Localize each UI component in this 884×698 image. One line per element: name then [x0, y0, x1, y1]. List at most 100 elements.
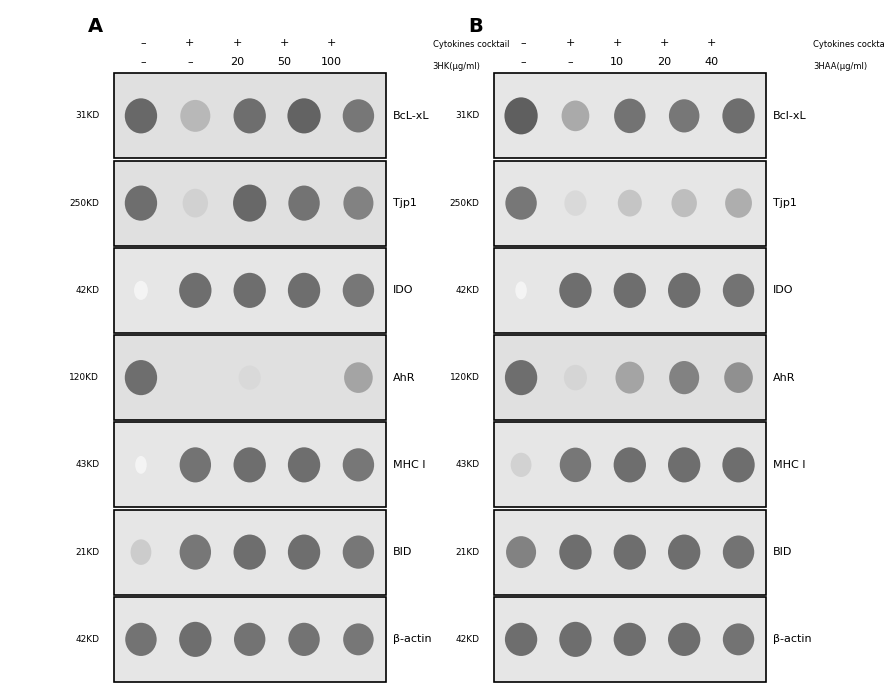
Ellipse shape [343, 274, 374, 307]
Ellipse shape [233, 535, 266, 570]
Ellipse shape [294, 366, 314, 389]
Ellipse shape [179, 273, 211, 308]
Text: Bcl-xL: Bcl-xL [773, 111, 807, 121]
Ellipse shape [179, 447, 211, 482]
Ellipse shape [239, 366, 261, 389]
Ellipse shape [233, 273, 266, 308]
Text: 120KD: 120KD [70, 373, 99, 382]
Ellipse shape [722, 447, 755, 482]
FancyBboxPatch shape [114, 161, 385, 246]
Text: A: A [88, 17, 103, 36]
Text: β-actin: β-actin [392, 634, 431, 644]
Ellipse shape [506, 186, 537, 220]
Ellipse shape [614, 98, 645, 133]
Text: 43KD: 43KD [455, 461, 479, 469]
Text: 40: 40 [705, 57, 719, 67]
Text: AhR: AhR [392, 373, 415, 383]
Ellipse shape [560, 273, 591, 308]
Text: 42KD: 42KD [75, 635, 99, 644]
Ellipse shape [723, 535, 754, 569]
Ellipse shape [672, 189, 697, 217]
Ellipse shape [723, 274, 754, 307]
Ellipse shape [288, 447, 320, 482]
Ellipse shape [179, 535, 211, 570]
Ellipse shape [287, 98, 321, 133]
Ellipse shape [564, 365, 587, 390]
Ellipse shape [125, 98, 157, 133]
Text: 42KD: 42KD [75, 286, 99, 295]
Text: 31KD: 31KD [75, 112, 99, 120]
Ellipse shape [343, 99, 374, 133]
Ellipse shape [288, 273, 320, 308]
Text: MHC I: MHC I [773, 460, 805, 470]
Ellipse shape [505, 360, 537, 395]
Text: Tjp1: Tjp1 [773, 198, 796, 208]
Text: 21KD: 21KD [455, 548, 479, 556]
Text: +: + [565, 38, 575, 48]
FancyBboxPatch shape [114, 597, 385, 682]
Text: 250KD: 250KD [70, 199, 99, 207]
Ellipse shape [343, 186, 373, 220]
Text: –: – [140, 38, 146, 48]
Ellipse shape [505, 623, 537, 656]
Ellipse shape [560, 535, 591, 570]
Text: +: + [706, 38, 716, 48]
Text: –: – [140, 57, 146, 67]
FancyBboxPatch shape [494, 73, 766, 158]
Text: –: – [568, 57, 573, 67]
Ellipse shape [343, 623, 374, 655]
Ellipse shape [669, 361, 699, 394]
Text: 3HAA(μg/ml): 3HAA(μg/ml) [813, 62, 867, 70]
Text: 10: 10 [610, 57, 624, 67]
Ellipse shape [343, 535, 374, 569]
Ellipse shape [506, 536, 536, 568]
Ellipse shape [505, 97, 537, 135]
FancyBboxPatch shape [114, 510, 385, 595]
Ellipse shape [183, 188, 208, 218]
Text: +: + [659, 38, 669, 48]
Text: 100: 100 [321, 57, 342, 67]
Text: –: – [187, 57, 193, 67]
Ellipse shape [613, 273, 646, 308]
Ellipse shape [233, 98, 266, 133]
Text: –: – [520, 57, 526, 67]
Ellipse shape [723, 623, 754, 655]
Text: MHC I: MHC I [392, 460, 425, 470]
Text: 43KD: 43KD [75, 461, 99, 469]
FancyBboxPatch shape [494, 161, 766, 246]
FancyBboxPatch shape [494, 335, 766, 420]
Ellipse shape [125, 186, 157, 221]
FancyBboxPatch shape [494, 597, 766, 682]
Text: 3HK(μg/ml): 3HK(μg/ml) [433, 62, 481, 70]
FancyBboxPatch shape [494, 510, 766, 595]
Ellipse shape [233, 447, 266, 482]
Text: BID: BID [773, 547, 792, 557]
Ellipse shape [179, 622, 211, 657]
Ellipse shape [344, 362, 373, 393]
Text: 42KD: 42KD [455, 635, 479, 644]
Ellipse shape [560, 447, 591, 482]
Text: 42KD: 42KD [455, 286, 479, 295]
Ellipse shape [668, 623, 700, 656]
Text: 50: 50 [277, 57, 291, 67]
Text: IDO: IDO [392, 285, 414, 295]
Ellipse shape [615, 362, 644, 394]
Ellipse shape [288, 535, 320, 570]
Ellipse shape [668, 273, 700, 308]
Ellipse shape [185, 366, 206, 389]
Text: +: + [613, 38, 621, 48]
Text: BID: BID [392, 547, 412, 557]
Ellipse shape [288, 623, 320, 656]
Text: BcL-xL: BcL-xL [392, 111, 430, 121]
Ellipse shape [135, 456, 147, 474]
Ellipse shape [722, 98, 755, 133]
Ellipse shape [613, 535, 646, 570]
Ellipse shape [668, 535, 700, 570]
FancyBboxPatch shape [114, 335, 385, 420]
Ellipse shape [618, 190, 642, 216]
Ellipse shape [725, 188, 752, 218]
Text: Cytokines cocktail: Cytokines cocktail [813, 40, 884, 49]
Text: 20: 20 [230, 57, 244, 67]
Text: 120KD: 120KD [450, 373, 479, 382]
Ellipse shape [134, 281, 148, 300]
